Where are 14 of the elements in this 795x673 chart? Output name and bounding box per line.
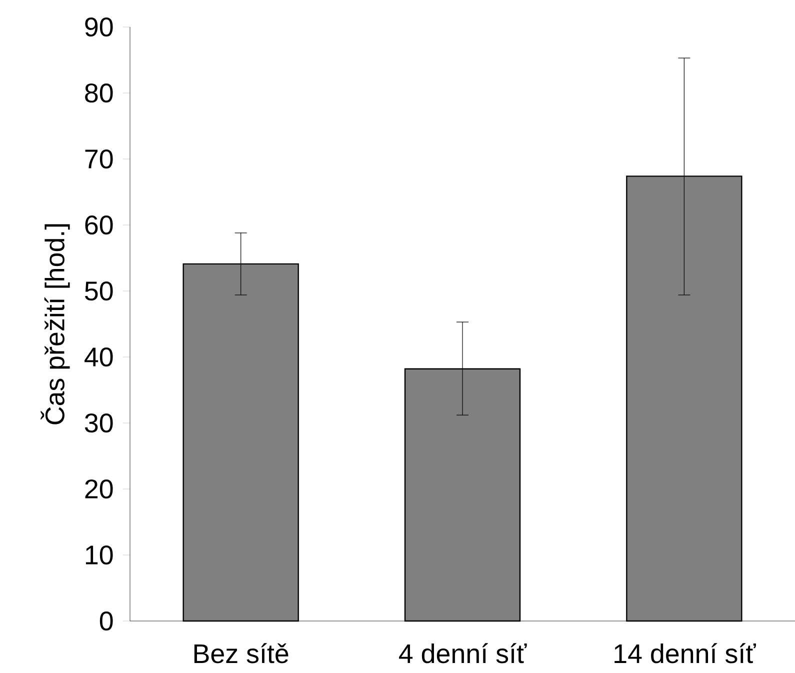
y-tick-label: 20 (85, 479, 113, 499)
y-tick-label: 60 (85, 215, 113, 235)
y-tick-label: 10 (86, 545, 113, 565)
y-tick-label: 0 (100, 611, 113, 631)
y-axis-title: Čas přežití [hod.] (40, 224, 70, 424)
y-tick-label: 80 (85, 83, 113, 103)
y-tick-label: 70 (85, 149, 113, 169)
y-tick-label: 50 (84, 281, 113, 301)
x-tick-label: 14 denní síť (614, 643, 756, 664)
y-tick-label: 30 (84, 413, 113, 433)
y-tick-label: 40 (84, 347, 113, 367)
x-tick-label: 4 denní síť (399, 643, 527, 664)
y-tick-label: 90 (85, 17, 113, 37)
x-tick-label: Bez sítě (194, 643, 288, 664)
